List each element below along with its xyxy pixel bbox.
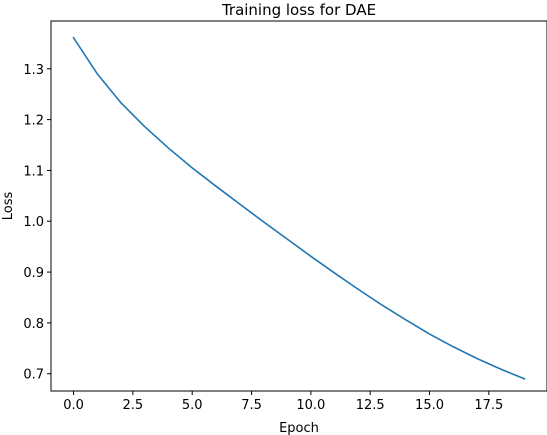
x-tick-label: 15.0 — [415, 398, 444, 413]
loss-series-line — [72, 36, 526, 380]
x-tick-label: 2.5 — [123, 398, 144, 413]
y-axis-ticks: 0.7 0.8 0.9 1.0 1.1 1.2 1.3 — [23, 63, 51, 383]
y-tick-label: 0.9 — [23, 266, 44, 281]
plot-area — [72, 36, 526, 380]
y-axis-label: Loss — [1, 192, 16, 221]
y-tick-label: 1.1 — [23, 164, 44, 179]
y-tick-label: 1.2 — [23, 114, 44, 129]
y-tick-label: 0.8 — [23, 317, 44, 332]
x-axis-ticks: 0.0 2.5 5.0 7.5 10.0 12.5 15.0 17.5 — [63, 391, 503, 413]
plot-frame — [50, 20, 547, 392]
chart-title: Training loss for DAE — [221, 1, 376, 19]
x-tick-label: 12.5 — [356, 398, 385, 413]
x-tick-label: 10.0 — [296, 398, 325, 413]
y-tick-label: 1.3 — [23, 63, 44, 78]
x-tick-label: 5.0 — [182, 398, 203, 413]
y-tick-label: 1.0 — [23, 215, 44, 230]
y-tick-label: 0.7 — [23, 368, 44, 383]
x-tick-label: 17.5 — [474, 398, 503, 413]
x-axis-label: Epoch — [279, 421, 319, 435]
x-tick-label: 7.5 — [241, 398, 262, 413]
x-tick-label: 0.0 — [63, 398, 84, 413]
